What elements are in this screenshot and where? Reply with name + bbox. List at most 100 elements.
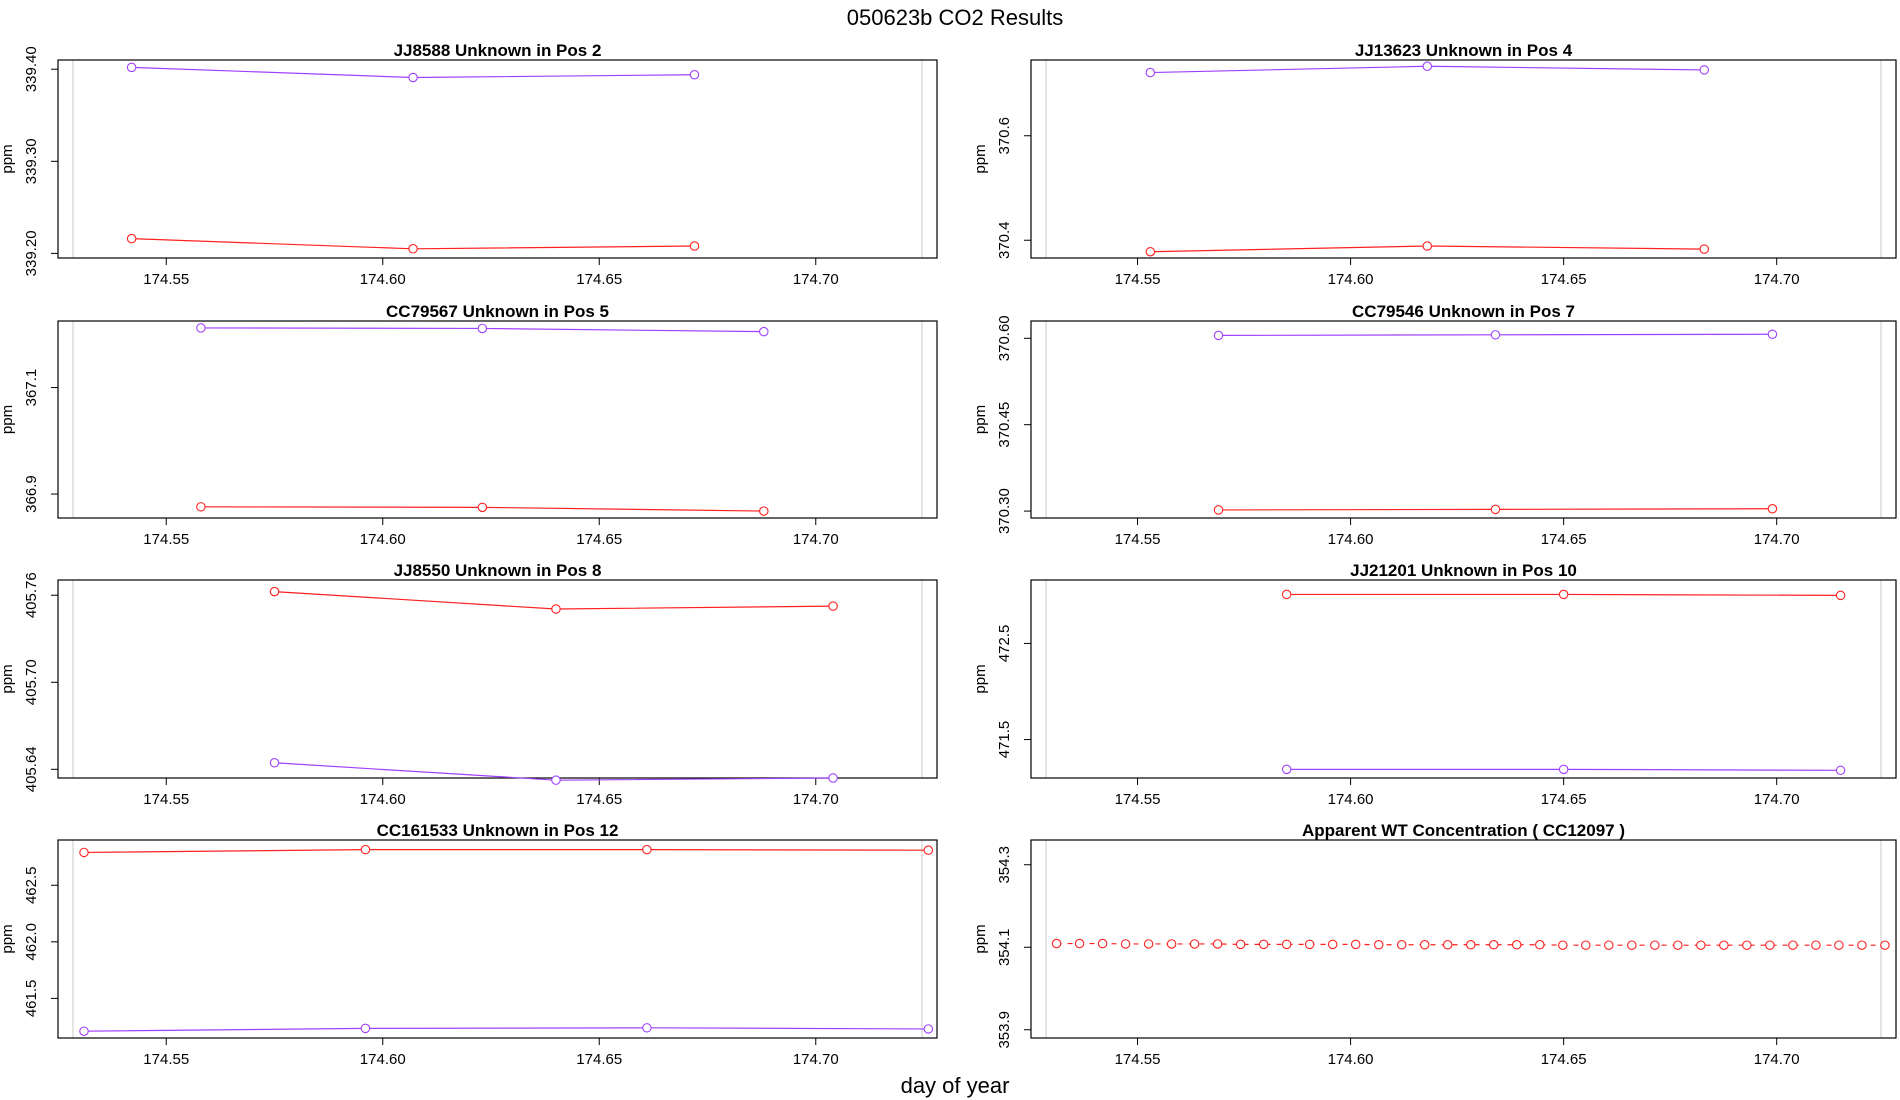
data-point-purple	[828, 773, 838, 783]
panel-4: CC79546 Unknown in Pos 7 ppm 174.55 174.60 1…	[972, 302, 1897, 548]
y-tick-label: 472.5	[996, 625, 1013, 663]
data-point-red	[79, 847, 89, 858]
data-point-red	[689, 241, 700, 251]
x-tick-label: 174.60	[360, 531, 406, 548]
x-tick-label: 174.55	[1115, 1051, 1161, 1068]
panel-frame	[57, 59, 938, 259]
x-tick-label: 174.60	[360, 271, 406, 288]
panel-title: CC161533 Unknown in Pos 12	[377, 821, 619, 840]
y-tick-label: 353.9	[996, 1011, 1013, 1049]
panel-title: JJ13623 Unknown in Pos 4	[1355, 41, 1573, 60]
data-point-purple	[923, 1024, 934, 1034]
data-point-red	[1145, 246, 1156, 257]
data-point-red	[1880, 940, 1890, 950]
data-point-purple	[1767, 329, 1778, 339]
data-point-red	[1788, 940, 1798, 950]
x-tick-label: 174.60	[1328, 1051, 1374, 1068]
y-tick-label: 370.60	[996, 315, 1013, 361]
panel-title: CC79567 Unknown in Pos 5	[386, 302, 609, 321]
data-point-red	[1212, 939, 1223, 949]
x-tick-label: 174.70	[1754, 271, 1800, 288]
data-point-red	[269, 586, 280, 597]
data-point-red	[828, 601, 838, 611]
panel-7: CC161533 Unknown in Pos 12 ppm 174.55 174.6…	[0, 821, 938, 1068]
panel-frame	[57, 839, 938, 1039]
data-point-purple	[269, 758, 280, 768]
data-point-red	[1627, 940, 1637, 950]
y-axis-label: ppm	[972, 664, 989, 693]
data-point-purple	[759, 326, 769, 337]
data-point-red	[759, 506, 769, 516]
y-tick-label: 462.0	[23, 923, 40, 961]
y-tick-label: 405.70	[23, 659, 40, 705]
y-tick-label: 354.3	[996, 846, 1013, 884]
data-point-red	[642, 844, 652, 855]
data-point-red	[1304, 939, 1315, 950]
x-tick-label: 174.55	[1115, 791, 1161, 808]
panel-title: JJ8550 Unknown in Pos 8	[394, 561, 602, 580]
data-point-red	[477, 502, 488, 513]
data-point-purple	[1835, 765, 1846, 776]
panel-title: JJ21201 Unknown in Pos 10	[1350, 561, 1577, 580]
data-point-purple	[1281, 764, 1292, 775]
panel-3: CC79567 Unknown in Pos 5 ppm 174.55 174.60 1…	[0, 302, 938, 548]
y-tick-label: 370.30	[996, 488, 1013, 534]
data-point-purple	[1422, 61, 1433, 72]
data-point-purple	[1490, 330, 1501, 340]
x-tick-label: 174.60	[1328, 271, 1374, 288]
data-point-red	[360, 844, 371, 855]
data-point-red	[1767, 504, 1778, 514]
y-tick-label: 339.20	[23, 230, 40, 276]
x-tick-label: 174.60	[1328, 791, 1374, 808]
figure-title: 050623b CO2 Results	[847, 5, 1063, 30]
y-axis-label: ppm	[0, 144, 16, 173]
data-point-purple	[1699, 65, 1710, 75]
y-tick-label: 367.1	[23, 369, 40, 407]
x-tick-label: 174.65	[576, 1051, 622, 1068]
data-point-red	[923, 845, 934, 855]
y-axis-label: ppm	[0, 924, 16, 953]
x-tick-label: 174.55	[1115, 531, 1161, 548]
y-tick-label: 354.1	[996, 928, 1013, 966]
data-point-red	[1857, 940, 1867, 950]
data-point-red	[1074, 938, 1085, 949]
panel-frame	[1030, 320, 1897, 519]
panel-frame	[1030, 839, 1897, 1039]
data-point-red	[1281, 589, 1292, 600]
panel-2: JJ13623 Unknown in Pos 4 ppm 174.55 174.60 1…	[972, 41, 1897, 288]
panel-frame	[1030, 59, 1897, 259]
panel-title: JJ8588 Unknown in Pos 2	[394, 41, 602, 60]
x-tick-label: 174.60	[360, 1051, 406, 1068]
x-tick-label: 174.70	[793, 791, 839, 808]
data-point-red	[1835, 590, 1846, 601]
data-point-red	[408, 244, 418, 254]
y-axis-label: ppm	[972, 405, 989, 434]
x-tick-label: 174.70	[1754, 1051, 1800, 1068]
x-tick-label: 174.65	[1541, 271, 1587, 288]
x-tick-label: 174.55	[143, 271, 189, 288]
data-point-red	[1258, 939, 1269, 950]
y-tick-label: 405.64	[23, 746, 40, 792]
y-tick-label: 370.4	[996, 221, 1013, 259]
x-tick-label: 174.70	[793, 271, 839, 288]
x-tick-label: 174.65	[1541, 791, 1587, 808]
panel-title: CC79546 Unknown in Pos 7	[1352, 302, 1575, 321]
data-point-purple	[1145, 67, 1156, 78]
data-point-purple	[642, 1023, 652, 1033]
data-point-red	[1581, 940, 1591, 950]
x-tick-label: 174.55	[143, 1051, 189, 1068]
x-tick-label: 174.65	[576, 271, 622, 288]
panel-frame	[57, 320, 938, 519]
x-tick-label: 174.65	[1541, 531, 1587, 548]
x-tick-label: 174.55	[143, 531, 189, 548]
panel-frame	[57, 579, 938, 779]
data-point-red	[1558, 589, 1569, 600]
x-tick-label: 174.55	[1115, 271, 1161, 288]
y-tick-label: 471.5	[996, 721, 1013, 759]
data-point-red	[1650, 940, 1660, 950]
data-point-red	[1512, 940, 1522, 950]
data-point-red	[1166, 939, 1177, 949]
data-point-red	[1396, 940, 1407, 950]
x-tick-label: 174.65	[576, 791, 622, 808]
